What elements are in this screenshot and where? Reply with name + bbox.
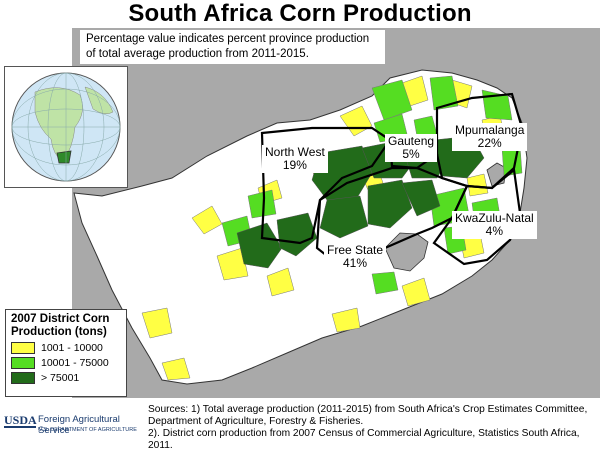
legend-swatch-mid <box>11 357 35 369</box>
usda-logo-text: USDA <box>4 413 37 427</box>
department-name: U.S. DEPARTMENT OF AGRICULTURE <box>38 427 137 433</box>
mid-production-districts <box>221 75 523 295</box>
province-label-kwazulu-natal: KwaZulu-Natal 4% <box>452 211 537 239</box>
sources-line-2: 2). District corn production from 2007 C… <box>148 428 580 451</box>
legend-item-mid: 10001 - 75000 <box>11 357 121 369</box>
province-label-mpumalanga: Mpumalanga 22% <box>452 123 528 151</box>
legend-swatch-high <box>11 372 35 384</box>
sources-line-1: Sources: 1) Total average production (20… <box>148 404 588 427</box>
legend-item-high: > 75001 <box>11 372 121 384</box>
legend-swatch-low <box>11 342 35 354</box>
province-label-free-state: Free State 41% <box>324 243 387 271</box>
map-legend: 2007 District Corn Production (tons) 100… <box>5 309 127 397</box>
sources-text: Sources: 1) Total average production (20… <box>148 404 598 452</box>
high-production-districts <box>236 135 485 269</box>
legend-label-mid: 10001 - 75000 <box>41 357 109 369</box>
province-label-gauteng: Gauteng 5% <box>385 134 438 162</box>
globe-inset <box>4 66 128 188</box>
map-note: Percentage value indicates percent provi… <box>80 30 385 64</box>
legend-title: 2007 District Corn Production (tons) <box>11 313 110 338</box>
logo-underline <box>4 426 36 428</box>
usda-fas-logo: USDA Foreign Agricultural Service U.S. D… <box>4 413 144 445</box>
legend-label-low: 1001 - 10000 <box>41 342 103 354</box>
map-title: South Africa Corn Production <box>128 0 472 27</box>
legend-item-low: 1001 - 10000 <box>11 342 121 354</box>
agency-name: Foreign Agricultural Service <box>38 414 120 436</box>
province-label-north-west: North West 19% <box>262 145 328 173</box>
globe-icon <box>11 72 121 182</box>
legend-label-high: > 75001 <box>41 372 80 384</box>
